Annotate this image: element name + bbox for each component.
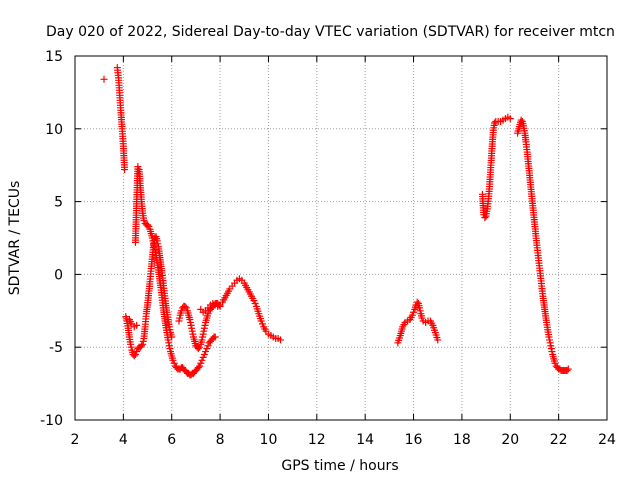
- y-tick-label: -10: [40, 413, 63, 429]
- x-tick-label: 4: [119, 432, 128, 448]
- data-point: [211, 333, 219, 341]
- plot-frame: [74, 55, 608, 421]
- x-tick-label: 14: [356, 432, 374, 448]
- y-tick-label: 0: [54, 267, 63, 283]
- data-point: [481, 214, 489, 222]
- x-tick-label: 22: [550, 432, 568, 448]
- chart-title: Day 020 of 2022, Sidereal Day-to-day VTE…: [46, 24, 615, 40]
- data-point: [130, 352, 138, 360]
- y-axis: -10 -5 0 5 10 15: [40, 49, 607, 429]
- x-tick-label: 6: [167, 432, 176, 448]
- data-point: [194, 345, 202, 353]
- x-tick-label: 18: [453, 432, 471, 448]
- y-tick-label: -5: [49, 340, 63, 356]
- y-axis-label: SDTVAR / TECUs: [7, 181, 23, 296]
- x-tick-label: 16: [405, 432, 423, 448]
- data-points: [100, 64, 572, 379]
- x-axis-label: GPS time / hours: [281, 458, 398, 474]
- data-point: [133, 321, 141, 329]
- x-tick-label: 20: [501, 432, 519, 448]
- data-point: [413, 298, 421, 306]
- data-point: [563, 366, 571, 374]
- data-point: [144, 221, 152, 229]
- data-point: [517, 116, 525, 124]
- x-tick-label: 8: [216, 432, 225, 448]
- x-tick-label: 2: [71, 432, 80, 448]
- data-point: [181, 302, 189, 310]
- data-point: [434, 336, 442, 344]
- x-axis: 2 4 6 8 10 12 14 16 18 20 22 24: [71, 56, 616, 448]
- x-tick-label: 24: [598, 432, 616, 448]
- data-point: [564, 365, 572, 373]
- data-point: [100, 75, 108, 83]
- data-point: [491, 119, 499, 127]
- y-tick-label: 10: [45, 122, 63, 138]
- data-point: [138, 342, 145, 350]
- data-point: [121, 166, 129, 174]
- data-point: [506, 115, 514, 123]
- x-tick-label: 12: [308, 432, 326, 448]
- x-tick-label: 10: [260, 432, 278, 448]
- y-tick-label: 5: [54, 195, 63, 211]
- data-point: [277, 336, 285, 344]
- y-tick-label: 15: [45, 49, 63, 65]
- data-point: [194, 364, 202, 372]
